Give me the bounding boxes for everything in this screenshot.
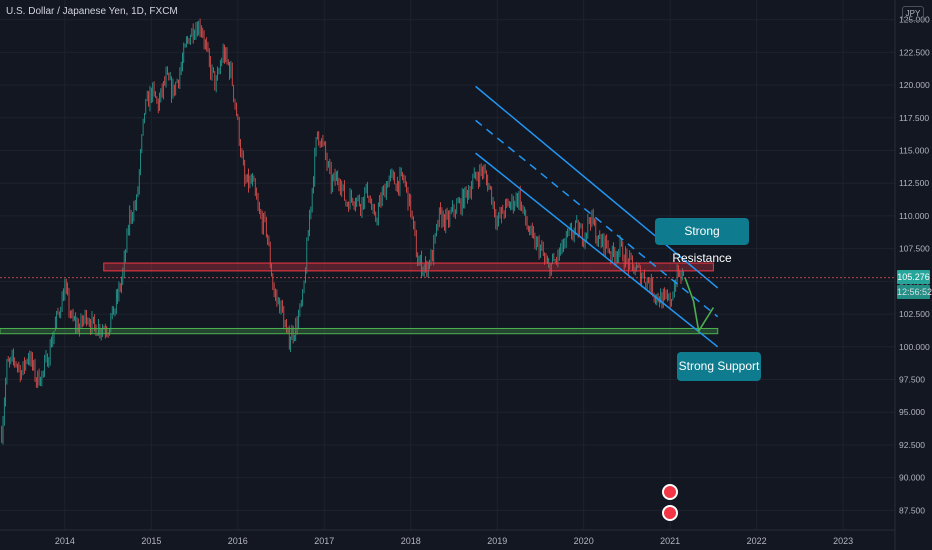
price-tick-label: 125.000 [899, 15, 930, 25]
event-flag-icon[interactable] [662, 505, 678, 521]
channel-middle-line [475, 119, 719, 318]
price-tick-label: 97.500 [899, 375, 925, 385]
price-axis: 125.000 122.500 120.000 117.500 115.000 112.5… [894, 0, 930, 550]
countdown-label: 12:56:52 [897, 285, 932, 299]
event-flag-icon[interactable] [662, 484, 678, 500]
time-axis: 2014 2015 2016 2017 2018 2019 2020 2021 2022 2023 [0, 529, 895, 546]
time-tick-label: 2015 [141, 536, 161, 546]
time-tick-label: 2018 [401, 536, 421, 546]
channel-upper-line [475, 85, 719, 289]
channel-lower-line [475, 152, 719, 348]
price-tick-label: 117.500 [899, 113, 929, 123]
support-callout[interactable]: Strong Support [677, 352, 761, 381]
price-tick-label: 92.500 [899, 440, 925, 450]
time-tick-label: 2021 [660, 536, 680, 546]
price-tick-label: 115.000 [899, 145, 929, 155]
price-tick-label: 120.000 [899, 80, 930, 90]
price-tick-label: 87.500 [899, 505, 925, 515]
candlestick-series [1, 18, 684, 445]
last-price-label: 105.276 [897, 270, 930, 284]
price-tick-label: 107.500 [899, 244, 930, 254]
price-tick-label: 112.500 [899, 178, 929, 188]
price-tick-label: 95.000 [899, 407, 925, 417]
support-resistance-zones [0, 262, 719, 335]
projection-arrow [0, 277, 895, 334]
symbol-title: U.S. Dollar / Japanese Yen, 1D, FXCM [6, 6, 178, 17]
price-tick-label: 90.000 [899, 473, 925, 483]
price-tick-label: 102.500 [899, 309, 930, 319]
trend-channel [475, 85, 719, 348]
time-tick-label: 2022 [747, 536, 767, 546]
support-zone [0, 327, 719, 335]
time-tick-label: 2019 [487, 536, 507, 546]
time-tick-label: 2023 [833, 536, 853, 546]
resistance-zone [103, 262, 714, 272]
resistance-callout[interactable]: Strong Resistance [655, 218, 749, 265]
time-tick-label: 2016 [228, 536, 248, 546]
time-tick-label: 2020 [574, 536, 594, 546]
projection-path [684, 277, 715, 334]
time-tick-label: 2014 [55, 536, 75, 546]
currency-badge[interactable]: JPY [902, 6, 924, 21]
chart-grid [0, 0, 895, 530]
time-tick-label: 2017 [314, 536, 334, 546]
price-tick-label: 100.000 [899, 342, 930, 352]
price-tick-label: 122.500 [899, 47, 930, 57]
price-tick-label: 110.000 [899, 211, 929, 221]
